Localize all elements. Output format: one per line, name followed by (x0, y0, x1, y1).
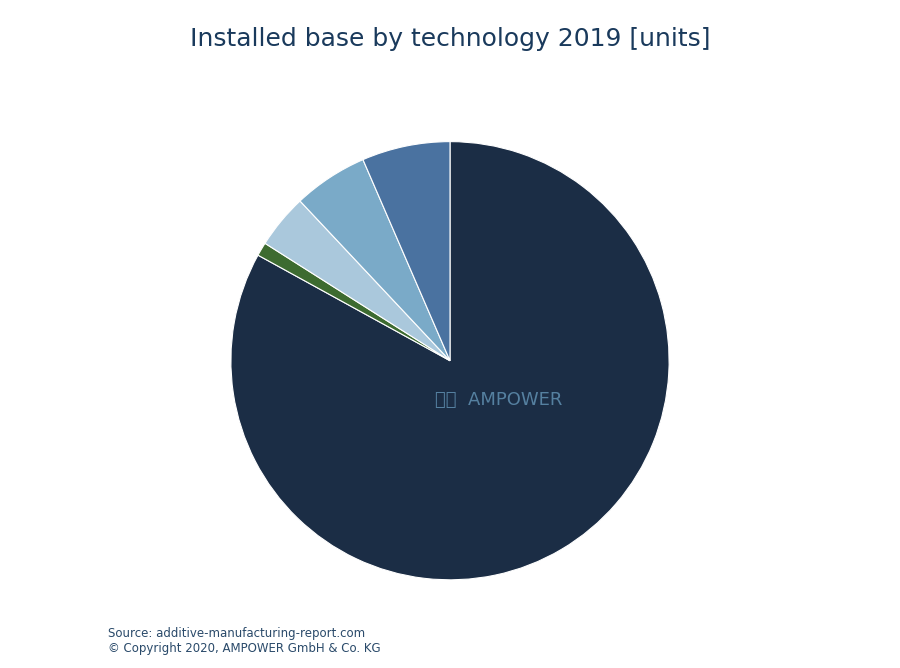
Wedge shape (363, 142, 450, 361)
Wedge shape (231, 142, 669, 580)
Text: Source: additive-manufacturing-report.com
© Copyright 2020, AMPOWER GmbH & Co. K: Source: additive-manufacturing-report.co… (108, 627, 381, 655)
Wedge shape (300, 160, 450, 361)
Text: Installed base by technology 2019 [units]: Installed base by technology 2019 [units… (190, 27, 710, 51)
Wedge shape (258, 243, 450, 361)
Wedge shape (265, 201, 450, 361)
Text: ⛰⛰  AMPOWER: ⛰⛰ AMPOWER (435, 391, 562, 409)
